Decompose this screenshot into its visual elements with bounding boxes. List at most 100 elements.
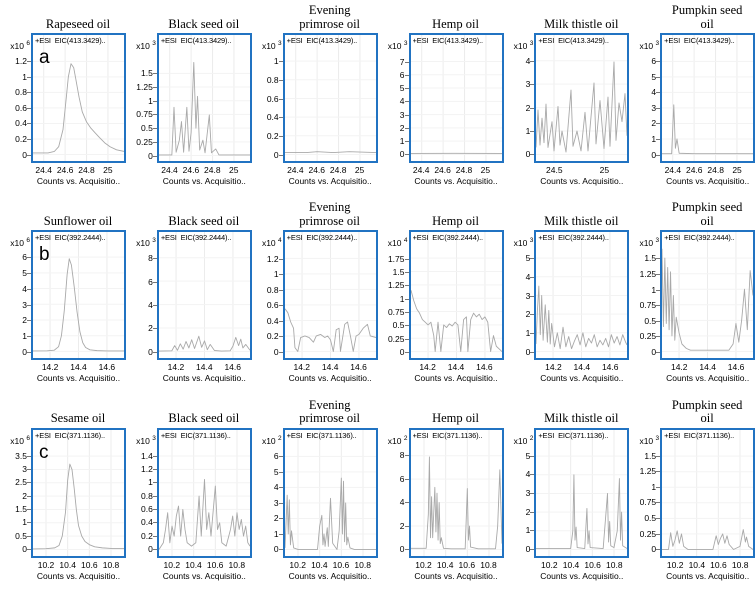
plot-box: +ESI EIC(413.3429).. (282, 33, 378, 163)
y-tick-label: 0.4 (266, 315, 279, 326)
panel-title: Rapeseed oil (45, 16, 111, 31)
eic-label: +ESI EIC(371.1136).. (286, 430, 357, 440)
x-axis-label: Counts vs. Acquisitio.. (540, 570, 624, 581)
x-axis-label: Counts vs. Acquisitio.. (666, 570, 750, 581)
x-tick-label: 10.2 (37, 559, 55, 570)
y-tick-label: 1 (651, 134, 657, 144)
eic-label: +ESI EIC(392.2444).. (412, 233, 484, 243)
y-tick-label: 3 (525, 488, 531, 499)
plot-box: +ESI EIC(392.2444).. (534, 230, 630, 361)
y-tick-label: 0.5 (644, 513, 657, 524)
y-tick-label: 0.8 (141, 490, 153, 501)
y-tick-label: 0.75 (387, 306, 405, 317)
y-tick-label: 0.4 (266, 112, 279, 123)
x-tick-label: 24.4 (287, 165, 304, 175)
y-tick-label: 0 (22, 346, 27, 357)
x-tick-label: 24.6 (182, 165, 200, 175)
y-axis-exponent: x10 3 (504, 40, 534, 51)
y-tick-mark (656, 518, 661, 520)
x-axis-label: Counts vs. Acquisitio.. (666, 373, 750, 384)
eic-label: +ESI EIC(371.1136).. (412, 430, 483, 440)
x-tick-label: 14.4 (70, 362, 87, 373)
x-tick-label: 24.4 (35, 165, 52, 175)
eic-label: +ESI EIC(392.2444).. (160, 233, 232, 243)
x-tick-label: 24.6 (685, 165, 703, 175)
x-tick-label: 24.4 (412, 165, 430, 175)
y-tick-mark (152, 128, 157, 130)
y-tick-label: 1.2 (266, 253, 279, 264)
plot-box: +ESI EIC(413.3429).. (534, 33, 630, 163)
y-axis-exponent: x10 2 (504, 435, 534, 446)
y-tick-mark (656, 351, 661, 353)
panel-title: Black seed oil (168, 16, 240, 31)
y-tick-mark (530, 351, 535, 353)
chromatogram-trace (284, 429, 376, 556)
x-tick-label: 14.2 (419, 362, 436, 373)
trace-line (662, 249, 754, 351)
y-tick-label: 1 (148, 477, 153, 488)
trace-line (33, 63, 124, 154)
x-tick-label: 10.8 (606, 559, 623, 570)
y-tick-mark (152, 258, 157, 260)
y-axis-exponent: x10 3 (379, 40, 408, 51)
y-tick-label: 6 (148, 276, 153, 287)
y-tick-mark (27, 351, 31, 353)
y-exponent-base: x10 (639, 40, 654, 51)
y-tick-label: 0.8 (266, 74, 279, 85)
y-tick-mark (530, 333, 535, 335)
y-tick-mark (27, 509, 31, 511)
y-exponent-value: 3 (655, 237, 660, 245)
x-tick-label: 24.8 (455, 165, 473, 175)
y-tick-label: 1 (525, 328, 531, 339)
x-tick-label: 25 (599, 165, 610, 175)
y-tick-mark (530, 60, 535, 62)
y-tick-label: 0.2 (141, 530, 153, 541)
y-tick-label: 2 (525, 309, 531, 320)
y-axis-exponent: x10 6 (1, 435, 30, 446)
y-tick-mark (278, 549, 283, 551)
y-axis-exponent: x10 6 (1, 237, 30, 248)
x-tick-label: 10.8 (102, 559, 120, 570)
x-tick-label: 25 (228, 165, 239, 175)
y-tick-mark (27, 320, 31, 322)
y-tick-label: 1.25 (639, 466, 657, 477)
x-axis-label: Counts vs. Acquisitio.. (36, 570, 121, 581)
y-tick-label: 6 (273, 451, 279, 462)
chromatogram-trace (662, 232, 754, 359)
y-tick-mark (152, 281, 157, 283)
trace-line (410, 456, 502, 549)
x-tick-label: 14.6 (476, 362, 493, 373)
x-tick-label: 14.2 (41, 362, 59, 373)
plot-box: +ESI EIC(371.1136).. (282, 427, 378, 558)
plot-box: +ESI EIC(413.3429).. (156, 33, 252, 163)
x-tick-label: 14.4 (447, 362, 465, 373)
trace-line (158, 478, 250, 550)
y-tick-label: 2 (399, 122, 405, 133)
y-tick-label: 1 (22, 517, 27, 528)
y-tick-label: 4 (525, 469, 531, 480)
y-tick-mark (404, 502, 409, 504)
y-tick-mark (656, 502, 661, 504)
x-tick-label: 10.4 (311, 559, 328, 570)
plot-box: +ESI EIC(392.2444).. (156, 230, 252, 361)
y-tick-mark (278, 305, 283, 307)
panel-title: Pumpkin seed oil (671, 200, 743, 228)
y-tick-label: 0.6 (141, 504, 153, 515)
trace-line (284, 308, 376, 353)
x-tick-label: 24.4 (664, 165, 682, 175)
panel-title: Pumpkin seed oil (671, 3, 743, 31)
x-tick-label: 14.4 (196, 362, 213, 373)
y-tick-label: 0 (148, 346, 153, 357)
y-tick-label: 0 (651, 346, 657, 357)
y-tick-mark (404, 61, 409, 63)
x-tick-label: 14.4 (699, 362, 716, 373)
y-tick-label: 3 (273, 497, 279, 508)
chromatogram-trace (662, 35, 754, 161)
eic-label: +ESI EIC(371.1136).. (664, 430, 735, 440)
y-tick-mark (656, 549, 661, 551)
chromatogram-panel: Hemp oil x10 4 0 0.25 0.5 0.75 1 1.25 1.5 1.75 +ES… (378, 197, 504, 394)
y-tick-label: 2 (525, 506, 531, 517)
y-tick-mark (404, 351, 409, 353)
x-tick-label: 10.6 (710, 559, 727, 570)
y-tick-label: 0.6 (266, 93, 279, 104)
